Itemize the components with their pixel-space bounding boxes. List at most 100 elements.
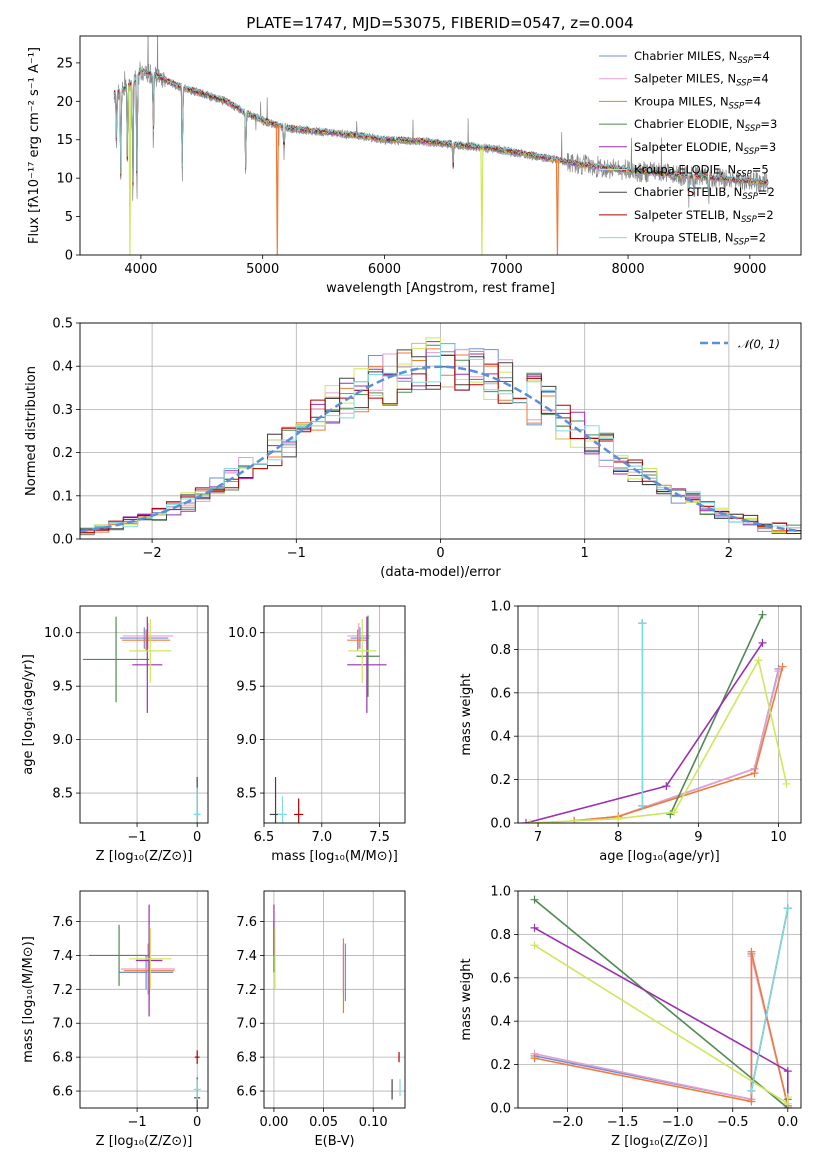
x-tick-label: 0 [193,830,201,845]
y-tick-label: 7.0 [52,1017,73,1032]
x-tick-label: −1 [128,830,147,845]
grid [80,891,208,1108]
y-tick-label: 0 [65,249,73,264]
weight-marker [666,810,675,819]
axes: 0.00 0.05 0.10 6.6 6.8 7.0 7.2 7.4 7.6 E(B-V) [236,890,406,1149]
y-axis-label: age [log₁₀(age/yr)] [21,654,36,775]
weight-marker [758,610,767,619]
legend-entry: Salpeter ELODIE, NSSP=3 [634,140,776,157]
weight-marker [526,819,535,823]
mass-weight-vs-age-plot: 7 8 9 10 0.0 0.2 0.4 0.6 0.8 1.0 age [log₁₀(age/yr… [459,600,802,864]
mass-vs-reddening-plot: 0.00 0.05 0.10 6.6 6.8 7.0 7.2 7.4 7.6 E(B-V) [236,890,406,1149]
error-bar-point [193,1079,201,1100]
y-tick-label: 6.6 [236,1085,257,1100]
weight-marker [522,819,531,823]
x-tick-label: 7000 [490,262,523,277]
data-layer [113,36,769,255]
y-tick-label: 10.0 [44,626,73,641]
x-tick-label: 4000 [124,262,157,277]
y-tick-label: 7.6 [236,915,257,930]
axes-frame [79,322,802,540]
legend-entry: 𝒩(0, 1) [738,337,780,351]
weight-series-line [529,658,788,823]
data-layer [530,895,792,1108]
axes: 7 8 9 10 0.0 0.2 0.4 0.6 0.8 1.0 age [log₁₀(age/yr… [459,600,802,864]
y-tick-label: 0.6 [490,686,511,701]
x-tick-label: 7.0 [311,830,332,845]
axes: −2.0 −1.5 −1.0 −0.5 0.0 0.0 0.2 0.4 0.6 0.8 1.0 Z [… [459,885,802,1149]
x-tick-label: −1 [128,1115,147,1130]
error-bar-point [120,943,175,995]
x-tick-label: −1.5 [607,1115,639,1130]
axes: 6.5 7.0 7.5 8.5 9.0 9.5 10.0 mass [log₁₀(M/M⊙)] [228,605,406,864]
y-tick-label: 0.1 [52,489,73,504]
weight-series-line [534,951,789,1106]
spectrum-plot: 4000 5000 6000 7000 8000 9000 0 5 10 15 20 25 wavele… [27,35,802,296]
age-vs-mass-plot: 6.5 7.0 7.5 8.5 9.0 9.5 10.0 mass [log₁₀(M/M⊙)] [228,605,406,864]
age-vs-metallicity-plot: −1 0 8.5 9.0 9.5 10.0 Z [log₁₀(Z/Z⊙)] age [log₁… [21,605,209,864]
x-tick-label: 0.10 [359,1115,388,1130]
y-tick-label: 0.3 [52,403,73,418]
weight-marker [778,662,787,671]
y-tick-label: 9.0 [236,733,257,748]
masked-pixel-drop [480,147,484,255]
x-tick-label: 2 [725,546,733,561]
model-spectrum-line [113,70,769,198]
x-tick-label: −1.0 [662,1115,694,1130]
grid [264,891,405,1108]
weight-series-line [669,614,764,815]
error-bar-point [356,615,380,697]
data-layer [89,904,201,1108]
error-bar-point [348,618,377,683]
weight-marker [783,1093,792,1102]
legend-entry: Salpeter STELIB, NSSP=2 [634,208,774,225]
x-tick-label: 0.00 [259,1115,288,1130]
y-axis-label: Flux [fλ10⁻¹⁷ erg cm⁻² s⁻¹ A⁻¹] [27,47,42,244]
data-layer [83,616,201,823]
y-tick-label: 7.2 [236,983,257,998]
y-tick-label: 0.2 [490,1058,511,1073]
error-bar-point [129,618,172,683]
x-tick-label: 6000 [368,262,401,277]
model-spectrum-line [113,69,769,198]
x-tick-label: 0 [436,546,444,561]
x-tick-label: 0.0 [777,1115,798,1130]
x-tick-label: 8 [614,830,622,845]
figure-title: PLATE=1747, MJD=53075, FIBERID=0547, z=0… [246,14,633,32]
axes: −1 0 8.5 9.0 9.5 10.0 Z [log₁₀(Z/Z⊙)] age [log₁… [21,605,209,864]
legend-entry: Chabrier STELIB, NSSP=2 [634,185,775,202]
y-tick-label: 8.5 [236,787,257,802]
axes-frame [263,890,406,1109]
grid [263,606,405,823]
y-tick-label: 1.0 [490,885,511,900]
error-bar-point [89,924,150,986]
y-tick-label: 6.6 [52,1085,73,1100]
x-tick-label: 10 [770,830,787,845]
y-tick-label: 9.0 [52,733,73,748]
masked-pixel-drop [128,85,132,255]
weight-marker [758,638,767,647]
y-tick-label: 0.2 [52,446,73,461]
x-tick-label: −0.5 [717,1115,749,1130]
x-axis-label: mass [log₁₀(M/M⊙)] [271,849,398,864]
y-tick-label: 0.0 [52,533,73,548]
legend-entry: Chabrier MILES, NSSP=4 [634,49,770,66]
grid [518,605,801,824]
histogram-step [80,343,801,529]
y-tick-label: 20 [56,95,73,110]
axes-frame [79,35,802,256]
x-tick-label: 8000 [612,262,645,277]
y-tick-label: 0.5 [52,317,73,332]
weight-series-line [533,899,789,1108]
axes: 4000 5000 6000 7000 8000 9000 0 5 10 15 20 25 wavele… [27,35,802,296]
x-tick-label: 9000 [733,262,766,277]
masked-pixel-drop [555,160,560,255]
axes: −1 0 6.6 6.8 7.0 7.2 7.4 7.6 Z [log₁₀(Z/Z⊙)] mass… [21,890,209,1149]
masked-pixel-drop [275,125,279,255]
y-tick-label: 6.8 [236,1051,257,1066]
x-tick-label: 5000 [246,262,279,277]
error-bar-point [120,627,169,649]
y-tick-label: 6.8 [52,1051,73,1066]
x-tick-label: 0 [193,1115,201,1130]
error-bar-point [347,616,387,713]
